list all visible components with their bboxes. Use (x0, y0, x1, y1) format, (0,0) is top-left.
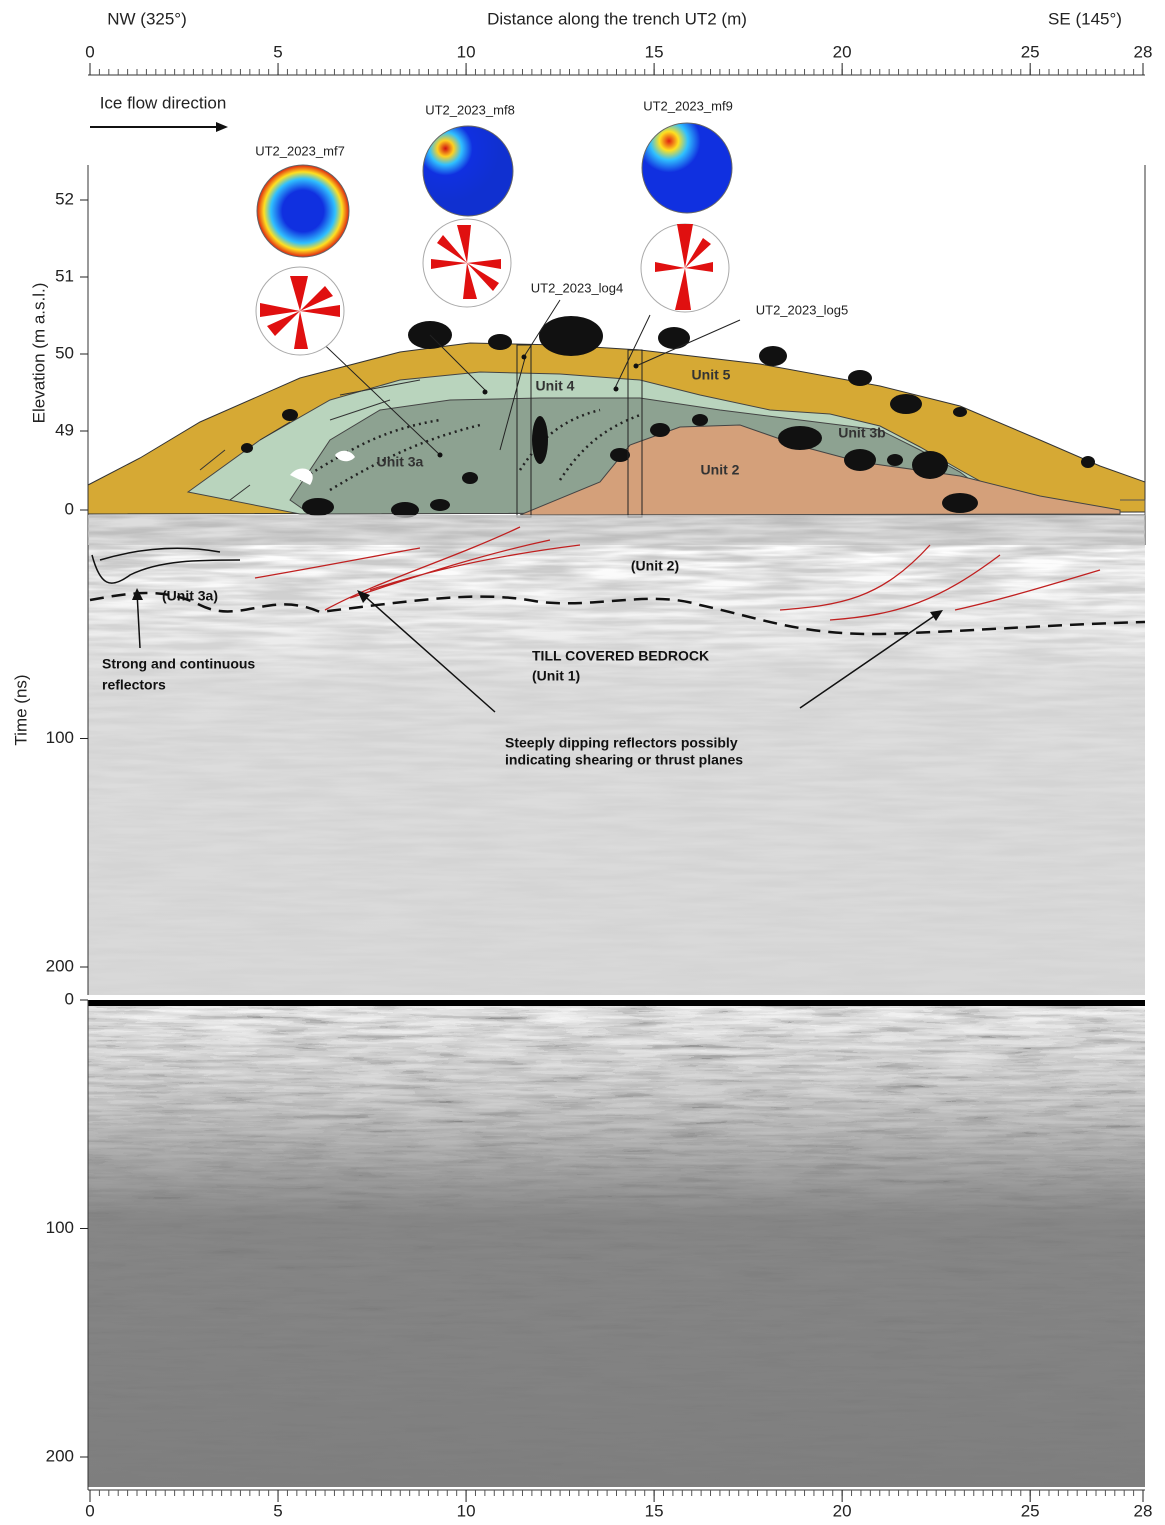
unit-label: Unit 4 (536, 378, 575, 394)
y-tick-label: 100 (46, 1218, 74, 1237)
log-label: UT2_2023_log5 (756, 302, 849, 317)
unit-label: (Unit 3a) (162, 588, 218, 604)
figure: NW (325°) Distance along the trench UT2 … (0, 0, 1165, 1520)
unit-label: Unit 2 (701, 462, 740, 478)
radargram-lower (88, 1000, 1145, 1487)
y-tick-label: 51 (55, 266, 74, 285)
y-tick-label: 50 (55, 343, 74, 362)
x-tick-label: 20 (833, 1501, 852, 1520)
x-tick-label: 28 (1134, 1501, 1153, 1520)
elevation-title: Elevation (m a.s.l.) (29, 283, 48, 424)
unit-label: Unit 3a (377, 454, 424, 470)
y-tick-label: 200 (46, 956, 74, 975)
x-tick-label: 15 (645, 1501, 664, 1520)
y-tick-label: 0 (65, 499, 74, 518)
unit-label: Unit 5 (692, 367, 731, 383)
fabric-label: UT2_2023_mf8 (425, 102, 515, 117)
y-tick-label: 49 (55, 420, 74, 439)
note: TILL COVERED BEDROCK (532, 648, 709, 664)
x-tick-label: 5 (273, 1501, 282, 1520)
direction-left: NW (325°) (107, 9, 187, 28)
time-title: Time (ns) (11, 674, 30, 745)
x-tick-label: 20 (833, 42, 852, 61)
y-tick-label: 52 (55, 189, 74, 208)
note: reflectors (102, 677, 166, 693)
x-tick-label: 25 (1021, 1501, 1040, 1520)
ice-flow-label: Ice flow direction (100, 93, 227, 112)
y-tick-label: 100 (46, 728, 74, 747)
cross-section (88, 300, 1145, 518)
note: indicating shearing or thrust planes (505, 752, 743, 768)
fabric-label: UT2_2023_mf9 (643, 98, 733, 113)
x-tick-label: 15 (645, 42, 664, 61)
x-tick-label: 10 (457, 1501, 476, 1520)
unit-label: Unit 3b (838, 425, 885, 441)
y-tick-label: 0 (65, 989, 74, 1008)
note: Steeply dipping reflectors possibly (505, 735, 738, 751)
unit-label: (Unit 2) (631, 558, 679, 574)
note: (Unit 1) (532, 668, 580, 684)
x-tick-label: 0 (85, 1501, 94, 1520)
arrow-head (216, 122, 228, 132)
fabric-label: UT2_2023_mf7 (255, 143, 345, 158)
x-tick-label: 25 (1021, 42, 1040, 61)
x-tick-label: 5 (273, 42, 282, 61)
x-tick-label: 28 (1134, 42, 1153, 61)
axis-title: Distance along the trench UT2 (m) (487, 9, 747, 28)
log-label: UT2_2023_log4 (531, 280, 624, 295)
x-tick-label: 10 (457, 42, 476, 61)
x-tick-label: 0 (85, 42, 94, 61)
y-tick-label: 200 (46, 1446, 74, 1465)
note: Strong and continuous (102, 656, 255, 672)
direction-right: SE (145°) (1048, 9, 1122, 28)
